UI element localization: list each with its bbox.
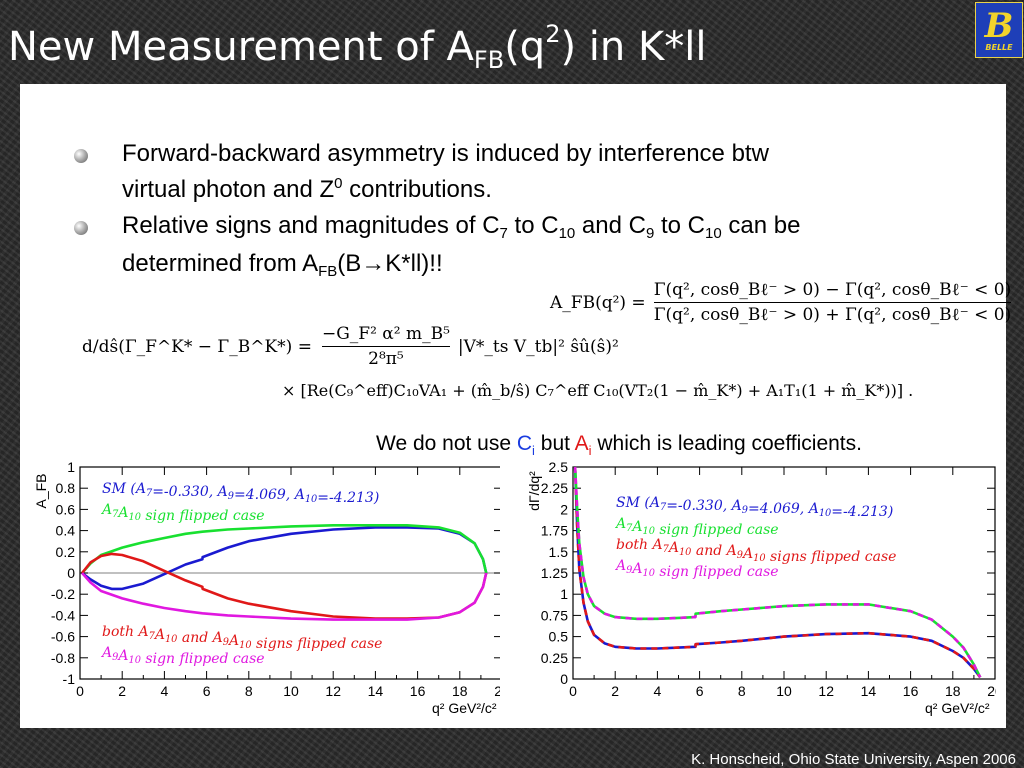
series-line-both — [573, 466, 982, 679]
afb-formula: A_FB(q²) = Γ(q², cosθ_Bℓ⁻ > 0) − Γ(q², c… — [550, 280, 1012, 325]
afb-formula-lhs: A_FB(q²) = — [550, 292, 646, 313]
bullet-dot-icon — [74, 149, 88, 163]
x-tick-label: 20 — [494, 683, 500, 699]
y-tick-label: 0.4 — [56, 523, 76, 539]
legend-entry: A7A10 sign flipped case — [100, 502, 265, 524]
prefactor-numerator: −G_F² α² m_B⁵ — [321, 324, 450, 344]
legend-entry: A9A10 sign flipped case — [614, 558, 779, 580]
series-line-a9a10 — [573, 466, 982, 678]
x-tick-label: 4 — [654, 683, 662, 699]
legend-entry: SM (A7=-0.330, A9=4.069, A10=-4.213) — [616, 495, 893, 520]
y-tick-label: 0 — [67, 565, 75, 581]
dgamma-chart: 0 2 4 6 8 10 12 14 16 18 20 0 0.25 0.5 0.75 1 1.25 1.5 1.7… — [526, 459, 996, 716]
decay-rate-formula: d/dŝ(Γ_F^K* − Γ_B^K*) = −G_F² α² m_B⁵ 2⁸… — [82, 324, 913, 400]
footer-credit: K. Honscheid, Ohio State University, Asp… — [691, 751, 1016, 768]
x-tick-label: 4 — [161, 683, 169, 699]
afb-formula-denominator: Γ(q², cosθ_Bℓ⁻ > 0) + Γ(q², cosθ_Bℓ⁻ < 0… — [653, 305, 1012, 325]
y-tick-label: 0.2 — [56, 544, 76, 560]
bullet-dot-icon — [74, 221, 88, 235]
x-tick-label: 6 — [696, 683, 704, 699]
legend-entry: both A7A10 and A9A10 signs flipped case — [616, 537, 896, 565]
y-tick-label: -0.4 — [51, 607, 75, 623]
x-tick-label: 18 — [945, 683, 961, 699]
x-tick-label: 8 — [245, 683, 253, 699]
x-tick-label: 2 — [118, 683, 126, 699]
x-axis-label: q² GeV²/c² — [925, 700, 990, 716]
bullet-list: Forward-backward asymmetry is induced by… — [70, 139, 950, 293]
decay-rate-lhs: d/dŝ(Γ_F^K* − Γ_B^K*) = — [82, 336, 312, 357]
x-tick-label: 16 — [410, 683, 426, 699]
x-tick-label: 2 — [611, 683, 619, 699]
y-tick-label: -1 — [63, 671, 76, 687]
x-tick-label: 10 — [776, 683, 792, 699]
belle-logo-text: BELLE — [985, 42, 1013, 52]
coefficient-note: We do not use Ci but Ai which is leading… — [376, 432, 862, 458]
afb-formula-numerator: Γ(q², cosθ_Bℓ⁻ > 0) − Γ(q², cosθ_Bℓ⁻ < 0… — [653, 280, 1012, 300]
y-axis-label: dΓ/dq² — [526, 471, 542, 511]
prefactor-denominator: 2⁸π⁵ — [368, 349, 404, 369]
x-tick-label: 16 — [903, 683, 919, 699]
series-line-a7a10 — [81, 524, 488, 574]
x-tick-label: 18 — [452, 683, 468, 699]
afb-chart: 0 2 4 6 8 10 12 14 16 18 20 -1 -0.8 -0.6 -0.4 -0.2 0 0.2 0… — [33, 459, 500, 716]
y-tick-label: 1 — [67, 459, 75, 475]
y-tick-label: 0.5 — [549, 629, 569, 645]
x-tick-label: 8 — [738, 683, 746, 699]
bullet-item: Forward-backward asymmetry is induced by… — [70, 139, 950, 205]
y-tick-label: 0 — [560, 671, 568, 687]
legend-entry: SM (A7=-0.330, A9=4.069, A10=-4.213) — [102, 481, 379, 506]
series-line-a9a10 — [81, 572, 488, 621]
arrow-icon: → — [361, 250, 386, 277]
y-tick-label: 2.25 — [541, 480, 568, 496]
y-tick-label: 0.6 — [56, 501, 76, 517]
x-tick-label: 14 — [368, 683, 384, 699]
x-tick-label: 0 — [569, 683, 577, 699]
slide-title: New Measurement of AFB(q2) in K*ll — [8, 20, 707, 74]
y-tick-label: 0.25 — [541, 650, 568, 666]
series-line-sm — [81, 526, 488, 591]
belle-logo-letter: B — [984, 5, 1014, 46]
x-tick-label: 12 — [818, 683, 834, 699]
legend-entry: both A7A10 and A9A10 signs flipped case — [102, 624, 382, 652]
y-tick-label: -0.8 — [51, 650, 75, 666]
prefactor-factor: |V*_ts V_tb|² ŝû(ŝ)² — [457, 336, 619, 357]
y-tick-label: 1.25 — [541, 565, 568, 581]
y-tick-label: -0.6 — [51, 629, 75, 645]
y-tick-label: 0.75 — [541, 607, 568, 623]
y-tick-label: 1.75 — [541, 523, 568, 539]
y-tick-label: 1.5 — [549, 544, 569, 560]
y-tick-label: 2.5 — [549, 459, 569, 475]
x-axis-label: q² GeV²/c² — [432, 700, 497, 716]
x-tick-label: 20 — [987, 683, 996, 699]
y-tick-label: 1 — [560, 586, 568, 602]
legend-entry: A9A10 sign flipped case — [100, 645, 265, 667]
x-tick-label: 10 — [283, 683, 299, 699]
y-axis-label: A_FB — [33, 473, 49, 508]
y-tick-label: -0.2 — [51, 586, 75, 602]
bullet-item: Relative signs and magnitudes of C7 to C… — [70, 211, 950, 287]
decay-rate-line2: × [Re(C₉^eff)C₁₀VA₁ + (m̂_b/ŝ) C₇^eff C₁… — [282, 381, 914, 400]
y-tick-label: 0.8 — [56, 480, 76, 496]
legend-entry: A7A10 sign flipped case — [614, 516, 779, 538]
x-tick-label: 14 — [861, 683, 877, 699]
x-tick-label: 0 — [76, 683, 84, 699]
x-tick-label: 6 — [203, 683, 211, 699]
belle-logo: B BELLE — [975, 2, 1023, 58]
content-panel: Forward-backward asymmetry is induced by… — [20, 84, 1012, 728]
series-line-both — [81, 552, 488, 620]
x-tick-label: 12 — [325, 683, 341, 699]
y-tick-label: 2 — [560, 501, 568, 517]
